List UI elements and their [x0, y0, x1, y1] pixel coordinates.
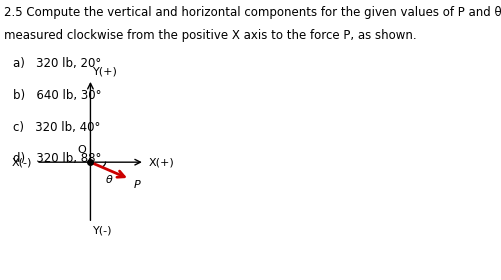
- Text: c)   320 lb, 40°: c) 320 lb, 40°: [14, 121, 101, 134]
- Text: θ: θ: [106, 175, 113, 185]
- Text: O: O: [77, 145, 86, 155]
- Text: X(-): X(-): [11, 157, 32, 167]
- Text: Y(+): Y(+): [94, 67, 118, 77]
- Text: measured clockwise from the positive X axis to the force P, as shown.: measured clockwise from the positive X a…: [5, 29, 417, 42]
- Text: a)   320 lb, 20°: a) 320 lb, 20°: [14, 57, 102, 70]
- Text: Y(-): Y(-): [94, 225, 113, 235]
- Text: b)   640 lb, 30°: b) 640 lb, 30°: [14, 89, 102, 102]
- Text: X(+): X(+): [148, 157, 174, 167]
- Text: P: P: [133, 181, 140, 190]
- Text: d)   320 lb, 88°: d) 320 lb, 88°: [14, 153, 102, 165]
- Text: 2.5 Compute the vertical and horizontal components for the given values of P and: 2.5 Compute the vertical and horizontal …: [5, 6, 501, 18]
